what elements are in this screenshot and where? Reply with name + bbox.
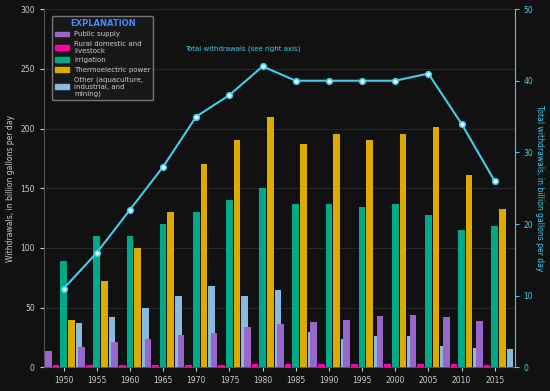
Bar [285, 364, 292, 368]
Bar [234, 140, 240, 368]
Bar [384, 364, 391, 368]
Bar [75, 323, 82, 368]
Bar [53, 365, 59, 368]
Bar [491, 226, 498, 368]
Bar [134, 248, 141, 368]
Y-axis label: Withdrawals, in billion gallons per day: Withdrawals, in billion gallons per day [6, 115, 14, 262]
Bar [366, 140, 373, 368]
Bar [208, 286, 215, 368]
Bar [359, 207, 365, 368]
Bar [193, 212, 200, 368]
Bar [507, 350, 513, 368]
Bar [109, 317, 116, 368]
Bar [466, 175, 472, 368]
Bar [142, 308, 148, 368]
Bar [458, 230, 465, 368]
Bar [474, 348, 480, 368]
Bar [300, 144, 307, 368]
Bar [407, 336, 414, 368]
Bar [241, 296, 248, 368]
Bar [211, 333, 217, 368]
Bar [499, 208, 505, 368]
Bar [374, 336, 381, 368]
Bar [483, 365, 491, 368]
Bar [60, 261, 67, 368]
Bar [425, 215, 432, 368]
Bar [68, 319, 75, 368]
Bar [218, 365, 225, 368]
Bar [307, 332, 314, 368]
Bar [244, 327, 251, 368]
Bar [443, 317, 449, 368]
Bar [152, 365, 159, 368]
Bar [410, 315, 416, 368]
Bar [450, 364, 457, 368]
Bar [226, 200, 233, 368]
Bar [333, 135, 340, 368]
Bar [175, 296, 182, 368]
Bar [433, 127, 439, 368]
Bar [167, 212, 174, 368]
Bar [145, 339, 151, 368]
Bar [86, 365, 92, 368]
Bar [310, 322, 317, 368]
Bar [341, 339, 348, 368]
Bar [101, 282, 108, 368]
Bar [45, 351, 52, 368]
Bar [201, 164, 207, 368]
Bar [293, 204, 299, 368]
Bar [94, 236, 100, 368]
Bar [326, 204, 332, 368]
Bar [274, 290, 281, 368]
Bar [344, 319, 350, 368]
Bar [185, 365, 192, 368]
Text: Total withdrawals (see right axis): Total withdrawals (see right axis) [185, 46, 300, 52]
Bar [377, 316, 383, 368]
Bar [126, 236, 133, 368]
Bar [160, 224, 167, 368]
Bar [252, 364, 258, 368]
Bar [78, 347, 85, 368]
Bar [476, 321, 483, 368]
Bar [351, 364, 358, 368]
Bar [267, 117, 273, 368]
Legend: Public supply, Rural domestic and
livestock, Irrigation, Thermoelectric power, O: Public supply, Rural domestic and livest… [52, 16, 153, 100]
Bar [399, 135, 406, 368]
Bar [178, 335, 184, 368]
Bar [119, 365, 125, 368]
Bar [417, 364, 424, 368]
Bar [392, 204, 399, 368]
Bar [259, 188, 266, 368]
Bar [112, 343, 118, 368]
Bar [277, 325, 284, 368]
Bar [441, 346, 447, 368]
Y-axis label: Total withdrawals, in billion gallons per day: Total withdrawals, in billion gallons pe… [536, 105, 544, 271]
Bar [318, 364, 324, 368]
